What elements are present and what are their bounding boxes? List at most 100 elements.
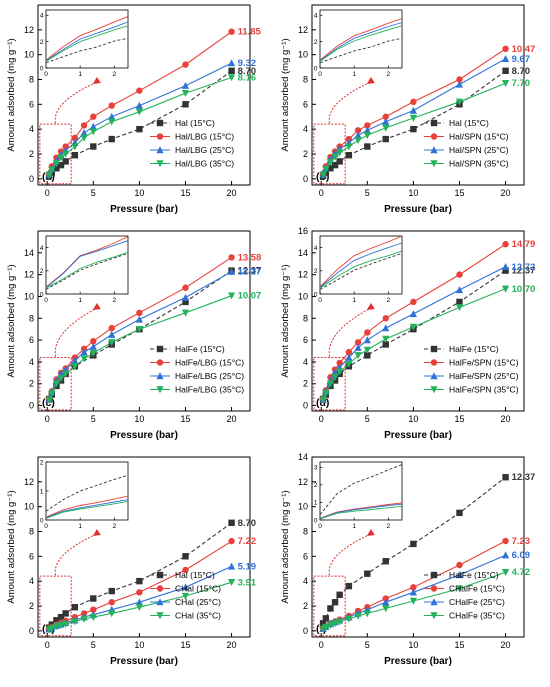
y-tick-label: 12	[24, 270, 34, 280]
data-point	[182, 553, 189, 560]
data-point	[182, 284, 189, 291]
end-value-label: 8.70	[512, 66, 530, 77]
end-value-label: 13.58	[238, 252, 262, 263]
inset-y-tick-label: 2	[314, 39, 318, 46]
data-point	[227, 267, 236, 275]
x-tick-label: 5	[91, 188, 96, 198]
end-value-label: 10.07	[238, 291, 262, 302]
y-tick-label: 12	[24, 477, 34, 487]
zoom-arrow-head	[92, 303, 101, 310]
inset-series-line-black	[45, 474, 129, 512]
zoom-arrow-head	[366, 77, 375, 84]
y-tick-label: 2	[29, 379, 34, 389]
data-point	[80, 615, 88, 623]
data-point	[345, 360, 353, 368]
x-tick-label: 0	[45, 640, 50, 650]
end-value-label: 5.19	[238, 561, 257, 572]
end-value-label: 12.37	[238, 266, 262, 277]
inset-plot: 0 1 2 0 1 2 3	[314, 461, 403, 530]
data-point	[410, 540, 417, 548]
data-point	[455, 286, 464, 294]
y-tick-label: 2	[29, 601, 34, 611]
y-tick-label: 10	[24, 50, 34, 60]
zoom-region-box	[39, 357, 72, 411]
legend-entry: Hal/LBG (15°C)	[175, 132, 234, 142]
inset-series-line-green	[45, 251, 129, 289]
data-point	[227, 59, 236, 67]
y-tick-label: 2	[303, 601, 308, 611]
data-point	[89, 342, 97, 350]
y-axis-label: Amount adsorbed (mg g⁻¹)	[280, 264, 291, 377]
inset-series-line-blue	[45, 499, 129, 519]
y-tick-label: 8	[303, 74, 308, 84]
data-point	[354, 343, 362, 351]
y-tick-label: 10	[298, 502, 308, 512]
data-point	[354, 339, 362, 346]
end-value-label: 14.79	[512, 239, 536, 250]
data-point	[364, 570, 371, 577]
y-axis-label: Amount adsorbed (mg g⁻¹)	[6, 38, 17, 151]
inset-y-tick-label: 2	[40, 39, 44, 46]
legend-marker	[430, 585, 438, 592]
y-tick-label: 10	[24, 291, 34, 301]
data-point	[354, 352, 362, 360]
y-tick-label: 6	[29, 335, 34, 345]
data-point	[354, 131, 362, 139]
data-point	[455, 571, 464, 579]
data-point	[331, 161, 339, 169]
data-point	[336, 591, 343, 598]
legend-marker	[430, 359, 438, 366]
inset-y-tick-label: 1	[314, 500, 318, 507]
data-point	[62, 610, 69, 617]
legend-entry: CHalFe (15°C)	[449, 584, 505, 594]
data-point	[322, 624, 330, 632]
data-point	[382, 341, 389, 348]
data-point	[108, 599, 115, 606]
data-point	[456, 509, 463, 517]
y-tick-label: 6	[303, 551, 308, 561]
zoom-arrow	[54, 533, 98, 576]
y-tick-label: 8	[29, 526, 34, 536]
data-point	[89, 349, 97, 357]
end-value-label: 10.47	[512, 44, 536, 55]
data-point	[331, 373, 339, 381]
data-point	[409, 114, 417, 122]
data-point	[456, 561, 463, 569]
x-tick-label: 10	[134, 640, 144, 650]
y-tick-label: 10	[298, 50, 308, 60]
y-tick-label: 10	[24, 502, 34, 512]
data-point	[364, 352, 371, 359]
data-point	[345, 143, 353, 151]
inset-plot: 0 1 2 0 2 4	[314, 235, 403, 304]
data-point	[364, 122, 371, 129]
legend-marker	[156, 386, 164, 394]
data-point	[354, 137, 362, 145]
data-point	[71, 143, 79, 151]
data-point	[135, 101, 143, 109]
data-point	[319, 620, 327, 627]
inset-series-line-blue	[319, 22, 403, 62]
y-tick-label: 2	[29, 149, 34, 159]
data-point	[331, 153, 339, 161]
inset-x-tick-label: 1	[352, 71, 356, 78]
data-point	[53, 617, 60, 624]
data-point	[71, 363, 79, 371]
data-point	[322, 166, 330, 174]
x-axis-label: Pressure (bar)	[110, 430, 178, 441]
inset-plot: 0 1 2 0 2 4	[40, 9, 129, 78]
plot-frame	[311, 230, 525, 412]
end-value-label: 7.23	[512, 536, 530, 547]
data-point	[135, 598, 143, 606]
legend-marker	[430, 386, 438, 394]
x-tick-label: 10	[408, 188, 418, 198]
y-tick-label: 4	[29, 576, 34, 586]
data-point	[89, 128, 97, 136]
data-point	[455, 585, 464, 593]
x-tick-label: 15	[180, 414, 190, 424]
legend-entry: Hal/LBG (25°C)	[175, 145, 234, 155]
inset-y-tick-label: 0	[40, 65, 44, 72]
data-point	[182, 101, 189, 108]
data-point	[57, 161, 65, 169]
